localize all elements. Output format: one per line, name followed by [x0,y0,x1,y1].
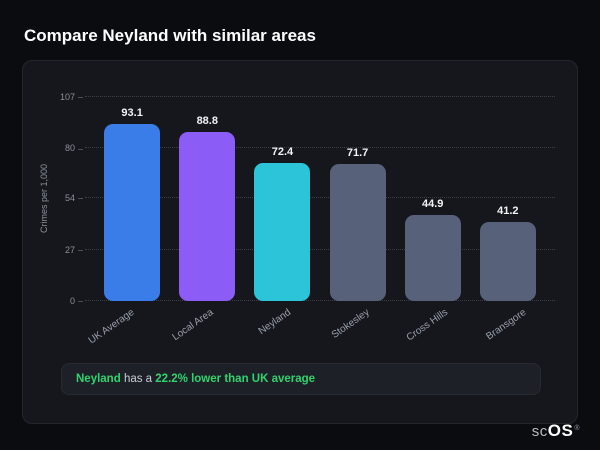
bar-column: 88.8 [179,97,236,301]
bar-column: 41.2 [479,97,536,301]
y-axis-label: Crimes per 1,000 [39,164,49,234]
x-label-cell: Bransgore [477,301,555,357]
gridline [85,300,555,301]
bars: 93.1 88.8 72.4 71.7 44.9 41.2 [85,97,555,301]
gridline [85,248,555,250]
page-title: Compare Neyland with similar areas [24,26,316,45]
bar-uk-average[interactable] [104,123,161,301]
y-tick-label: 80 [65,143,83,153]
bar-value-label: 44.9 [421,198,444,211]
chart-card: Crimes per 1,000 0 27 54 80 107 93.1 88.8 72.4… [22,60,578,424]
bar-column: 72.4 [254,97,311,301]
gridline [85,197,555,199]
plot-wrap: 0 27 54 80 107 93.1 88.8 72.4 71.7 44.9 41.2 UK A… [49,81,555,357]
bar-column: 71.7 [329,97,386,301]
registered-trademark-icon: ® [574,425,580,432]
bar-neyland[interactable] [254,162,311,301]
scos-logo: scOS® [532,421,580,441]
x-tick-label: Stokesley [329,307,372,341]
y-tick-label: 0 [70,296,83,306]
bar-stokesley[interactable] [329,164,386,301]
x-tick-label: Local Area [170,307,216,344]
y-tick-label: 54 [65,193,83,203]
logo-suffix: OS [547,421,574,440]
x-tick-label: UK Average [86,307,137,347]
note-subject: Neyland [76,373,121,385]
bar-chart: Crimes per 1,000 0 27 54 80 107 93.1 88.8 72.4… [39,81,555,357]
x-label-cell: Stokesley [320,301,398,357]
bar-value-label: 72.4 [271,145,294,158]
bar-cross-hills[interactable] [404,215,461,301]
x-labels: UK Average Local Area Neyland Stokesley Cros… [85,301,555,357]
bar-column: 44.9 [404,97,461,301]
note-highlight: 22.2% lower than UK average [155,373,316,385]
y-tick-label: 107 [60,92,83,102]
gridline [85,96,555,97]
x-label-cell: UK Average [85,301,163,357]
y-tick-label: 27 [65,245,83,255]
logo-prefix: sc [531,423,548,440]
x-label-cell: Neyland [242,301,320,357]
bar-value-label: 41.2 [497,205,519,218]
bar-value-label: 88.8 [196,114,218,127]
bar-local-area[interactable] [179,131,236,301]
bar-bransgore[interactable] [479,222,536,301]
x-label-cell: Cross Hills [398,301,476,357]
bar-column: 93.1 [104,97,161,301]
bar-value-label: 93.1 [121,106,143,119]
summary-note: Neyland has a 22.2% lower than UK averag… [61,363,541,395]
x-tick-label: Cross Hills [404,307,451,344]
gridline [85,147,555,149]
note-middle: has a [120,373,156,385]
plot-area: 0 27 54 80 107 93.1 88.8 72.4 71.7 44.9 41.2 [60,92,555,306]
x-label-cell: Local Area [163,301,241,357]
bar-value-label: 71.7 [346,147,369,160]
x-tick-label: Neyland [257,307,294,338]
x-tick-label: Bransgore [484,307,529,343]
